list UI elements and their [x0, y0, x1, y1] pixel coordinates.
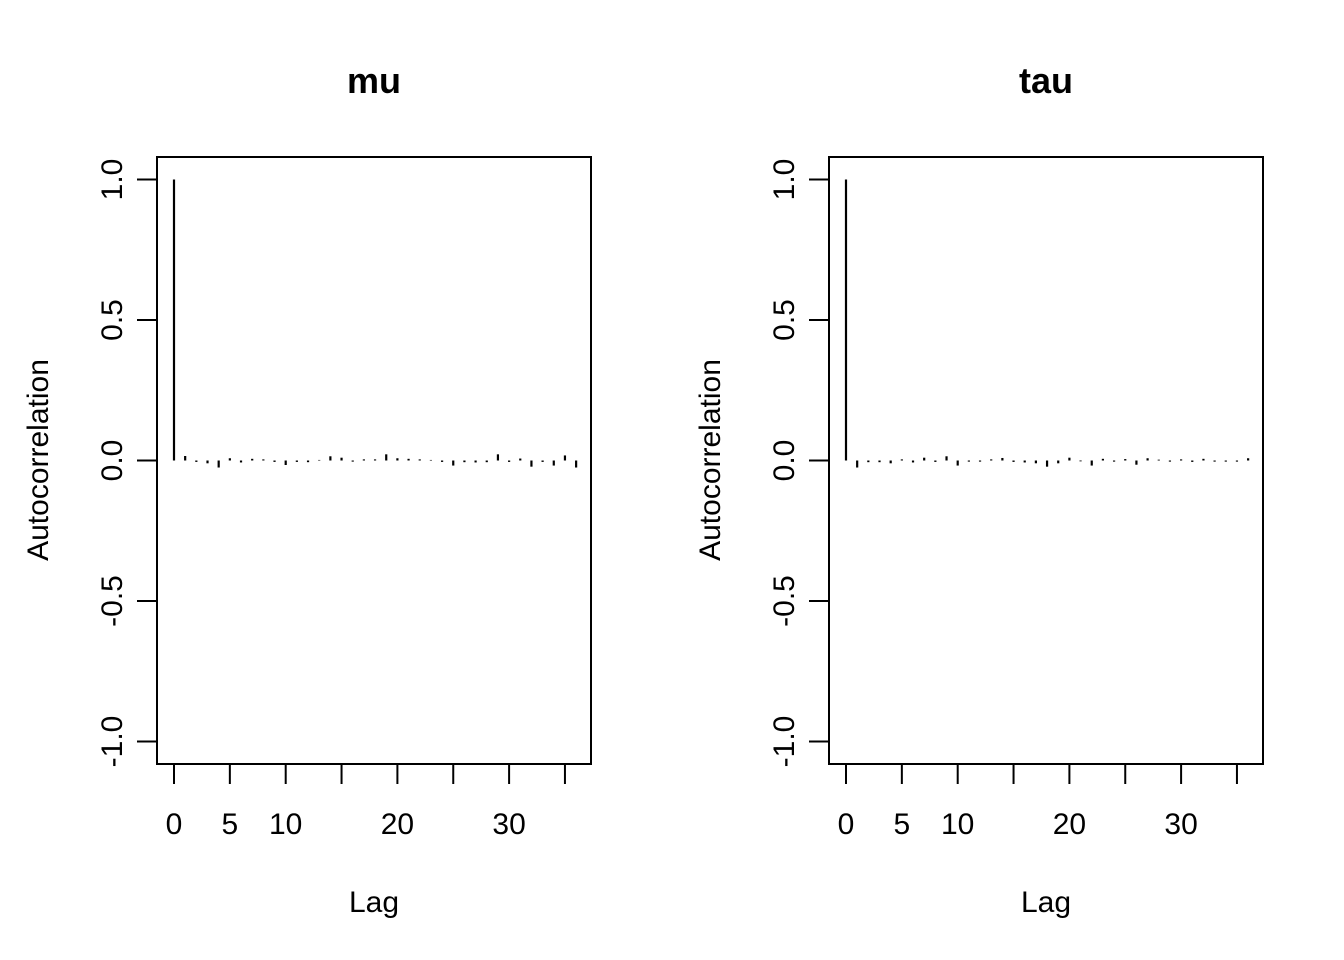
- y-axis-label: Autocorrelation: [694, 359, 727, 561]
- acf-bars: [844, 179, 1250, 468]
- y-tick-label: 0.5: [768, 299, 801, 341]
- y-axis-label: Autocorrelation: [22, 359, 55, 561]
- y-tick-label: -1.0: [768, 716, 801, 768]
- x-axis-label: Lag: [349, 886, 399, 919]
- x-tick-label: 30: [492, 808, 525, 841]
- x-axis: 0 5 10 20 30: [166, 763, 566, 841]
- x-tick-label: 0: [838, 808, 855, 841]
- x-tick-label: 10: [269, 808, 302, 841]
- y-tick-label: 1.0: [768, 159, 801, 201]
- x-axis-label: Lag: [1021, 886, 1071, 919]
- x-tick-label: 30: [1164, 808, 1197, 841]
- x-tick-label: 5: [894, 808, 911, 841]
- y-tick-label: -0.5: [96, 575, 129, 627]
- y-tick-label: 0.0: [768, 440, 801, 482]
- y-tick-label: 1.0: [96, 159, 129, 201]
- y-tick-label: -0.5: [768, 575, 801, 627]
- acf-bars: [172, 179, 578, 468]
- acf-panel-tau: tau Lag Autocorrelation -1.0 -0.5 0.0 0.5 1.…: [694, 60, 1264, 919]
- x-tick-label: 5: [222, 808, 239, 841]
- x-axis: 0 5 10 20 30: [838, 763, 1238, 841]
- acf-panel-mu: mu Lag Autocorrelation -1.0 -0.5 0.0 0.5 1.0…: [22, 60, 592, 919]
- chart-title: mu: [347, 60, 401, 101]
- chart-title: tau: [1019, 60, 1073, 101]
- x-tick-label: 20: [1053, 808, 1086, 841]
- y-axis: -1.0 -0.5 0.0 0.5 1.0: [96, 159, 158, 768]
- x-tick-label: 0: [166, 808, 183, 841]
- y-tick-label: 0.5: [96, 299, 129, 341]
- y-tick-label: 0.0: [96, 440, 129, 482]
- y-axis: -1.0 -0.5 0.0 0.5 1.0: [768, 159, 830, 768]
- x-tick-label: 20: [381, 808, 414, 841]
- x-tick-label: 10: [941, 808, 974, 841]
- y-tick-label: -1.0: [96, 716, 129, 768]
